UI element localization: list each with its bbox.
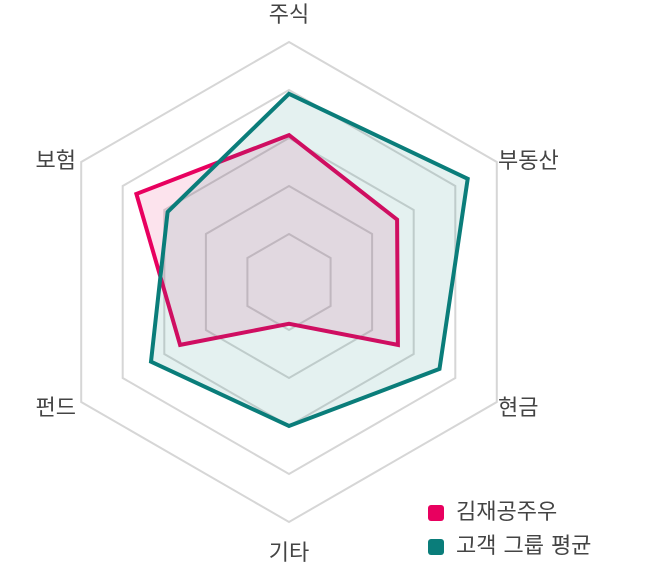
series-client (133, 132, 400, 348)
series-area-group-average (148, 91, 470, 429)
legend-item-group-average[interactable]: 고객 그룹 평균 (428, 530, 591, 564)
axis-label-fund: 펀드 (36, 396, 76, 421)
legend-swatch-group-average (428, 539, 444, 555)
grid-ring-2 (204, 184, 374, 380)
legend-label-group-average: 고객 그룹 평균 (456, 534, 592, 559)
axis-label-other: 기타 (269, 541, 309, 566)
axis-label-cash: 현금 (498, 396, 538, 421)
axis-label-stocks: 주식 (269, 3, 309, 28)
grid-ring-4 (121, 88, 457, 476)
legend: 김재공주우 고객 그룹 평균 (428, 496, 591, 564)
axis-label-insurance: 보험 (36, 149, 76, 174)
legend-item-client[interactable]: 김재공주우 (428, 496, 591, 530)
grid-ring-1 (246, 232, 332, 332)
legend-swatch-client (428, 505, 444, 521)
series-group-average (148, 91, 470, 429)
axis-label-real-estate: 부동산 (498, 149, 559, 174)
series-area-client (133, 132, 400, 348)
legend-label-client: 김재공주우 (456, 500, 558, 525)
radar-series (133, 91, 470, 429)
grid-ring-5 (80, 40, 498, 524)
